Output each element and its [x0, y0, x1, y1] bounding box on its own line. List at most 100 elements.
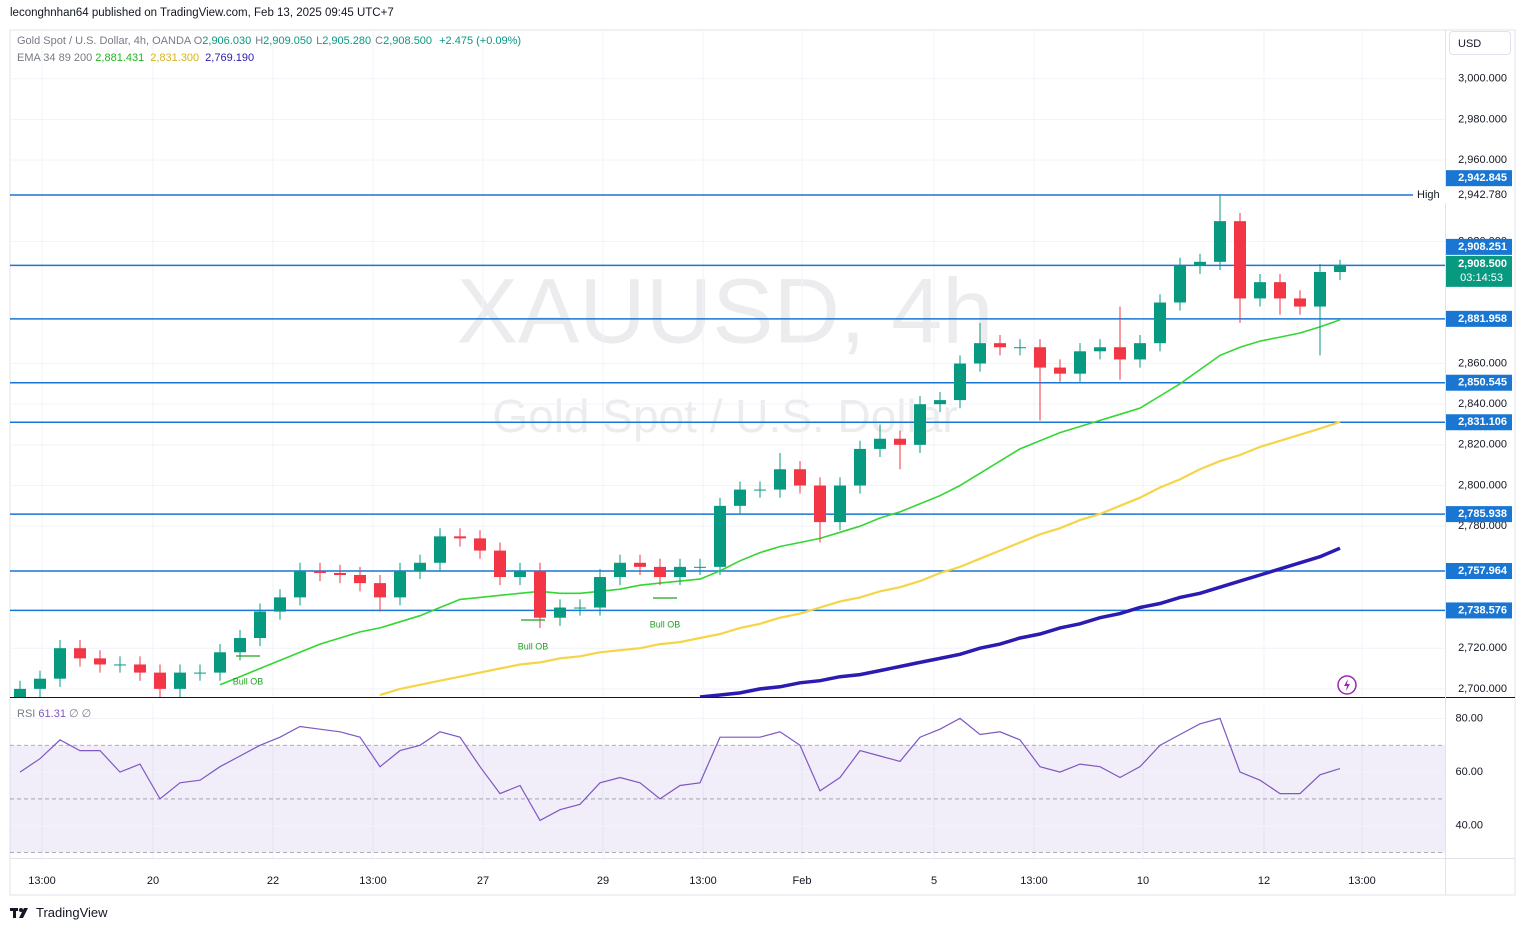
ohlc-key: O — [193, 35, 203, 47]
candle-body — [914, 404, 926, 445]
ema-label: EMA 34 89 200 — [17, 52, 93, 64]
candle-body — [334, 572, 346, 575]
x-tick-label: 27 — [477, 875, 489, 887]
candle-body — [934, 400, 946, 405]
candle-body — [194, 672, 206, 674]
candle-body — [1254, 282, 1266, 299]
candle-body — [1314, 271, 1326, 307]
rsi-legend: RSI 61.31 ∅ ∅ — [17, 707, 91, 720]
candle-body — [1074, 351, 1086, 374]
candle-body — [654, 566, 666, 578]
logo — [10, 907, 28, 918]
annotation: Bull OB — [650, 619, 681, 629]
candle-body — [634, 562, 646, 567]
countdown: 03:14:53 — [1460, 272, 1503, 284]
candle-body — [234, 638, 246, 653]
level-tag — [1446, 170, 1512, 187]
alert-icon[interactable] — [1337, 675, 1357, 695]
candle-body — [714, 505, 726, 567]
candle-body — [554, 607, 566, 618]
candle-body — [314, 570, 326, 573]
candle-body — [1034, 347, 1046, 368]
candle-body — [454, 536, 466, 539]
annotation: Bull OB — [518, 641, 549, 651]
axes: 13:00 20 22 13:00 27 29 13:00 Feb 5 13:00 10 12 13:0… — [28, 73, 1513, 887]
watermark: XAUUSD, 4h Gold Spot / U.S. Dollar — [457, 260, 994, 442]
ema-legend: EMA 34 89 200 2,881.431 2,831.300 2,769.19… — [17, 52, 260, 64]
candle-body — [214, 652, 226, 673]
candle-body — [294, 570, 306, 598]
candle-body — [834, 485, 846, 523]
ema-line — [219, 319, 1341, 686]
candle-body — [94, 658, 106, 665]
levels — [10, 194, 1445, 612]
level-tag — [1446, 374, 1512, 391]
footer-text: TradingView — [36, 905, 108, 920]
candle-body — [614, 562, 626, 578]
y-tick-label: 3,000.000 — [1458, 73, 1507, 85]
candle-body — [54, 648, 66, 679]
candle-body — [734, 489, 746, 506]
level-tag — [1446, 506, 1512, 523]
watermark-description: Gold Spot / U.S. Dollar — [492, 390, 957, 442]
candle-body — [574, 607, 586, 609]
watermark-symbol: XAUUSD, 4h — [457, 260, 994, 362]
candle-body — [674, 566, 686, 578]
alert-circle — [1337, 675, 1357, 695]
x-tick-label: 10 — [1137, 875, 1149, 887]
candle-body — [494, 550, 506, 578]
publisher: leconghnhan64 published on TradingView.c… — [10, 7, 394, 19]
y-tick-label: 2,780.000 — [1458, 520, 1507, 532]
footer: TradingView — [10, 905, 108, 920]
candle-body — [874, 438, 886, 449]
candle-body — [514, 570, 526, 578]
candle-body — [434, 536, 446, 563]
rsi-tick-label: 80.00 — [1455, 712, 1483, 724]
candle-body — [34, 678, 46, 689]
y-tick-label: 2,800.000 — [1458, 479, 1507, 491]
alert-bolt — [1344, 679, 1350, 691]
ema-value: 2,831.300 — [150, 52, 200, 64]
currency-button[interactable]: USD — [1449, 31, 1511, 55]
ema-line — [379, 420, 1341, 697]
level-tag-label: 2,785.938 — [1458, 508, 1507, 520]
rsi-extra: ∅ ∅ — [69, 708, 92, 720]
y-tick-label: 2,960.000 — [1458, 154, 1507, 166]
high-bg — [1413, 187, 1513, 204]
candle-body — [1214, 221, 1226, 262]
ohlc-key: C — [375, 35, 384, 47]
level-tag — [1446, 562, 1512, 579]
level-tag-label: 2,908.251 — [1458, 241, 1507, 253]
ohlc-key: H — [255, 35, 264, 47]
x-tick-label: 20 — [147, 875, 159, 887]
candle-body — [954, 363, 966, 401]
candle-body — [994, 343, 1006, 348]
candle-body — [1194, 261, 1206, 266]
ohlc-values: O2,906.030 H2,909.050 L2,905.280 C2,908.500 — [194, 35, 436, 47]
x-tick-label: 13:00 — [1348, 875, 1376, 887]
rsi-pane — [10, 717, 1445, 854]
candle-body — [1294, 298, 1306, 307]
annotations: Bull OB Bull OB Bull OB — [233, 597, 681, 686]
high-value: 2,942.780 — [1458, 189, 1507, 201]
rsi-tick-label: 60.00 — [1455, 766, 1483, 778]
ohlc-key: L — [316, 35, 323, 47]
candle-body — [354, 574, 366, 584]
rsi-label: RSI — [17, 708, 36, 720]
candle-body — [74, 648, 86, 659]
symbol-name: Gold Spot / U.S. Dollar, 4h, OANDA — [17, 35, 191, 47]
y-tick-label: 2,860.000 — [1458, 357, 1507, 369]
level-tag-label: 2,942.845 — [1458, 172, 1507, 184]
level-tag — [1446, 238, 1512, 255]
level-tag-label: 2,850.545 — [1458, 377, 1507, 389]
level-tag — [1446, 414, 1512, 431]
candle-body — [754, 489, 766, 491]
candle-body — [1154, 302, 1166, 344]
level-tag — [1446, 602, 1512, 619]
x-tick-label: 22 — [267, 875, 279, 887]
x-tick-label: Feb — [793, 875, 812, 887]
candle-body — [114, 664, 126, 666]
candle-body — [534, 570, 546, 618]
